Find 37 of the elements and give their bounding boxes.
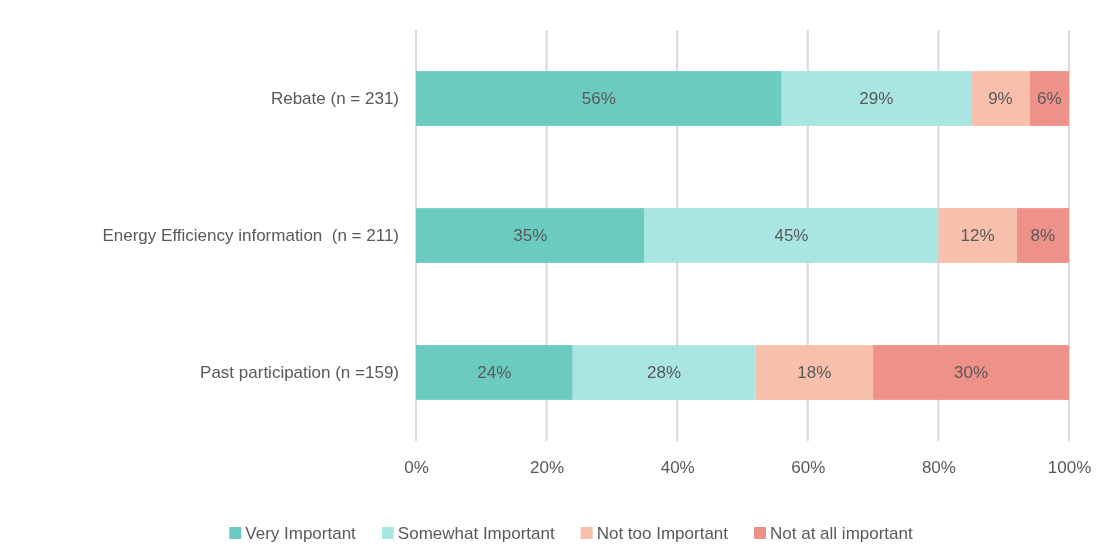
bar (873, 345, 1069, 400)
x-tick-label: 0% (404, 458, 429, 478)
legend-label: Not at all important (770, 523, 913, 543)
data-label: 8% (1030, 226, 1056, 245)
bar (1029, 71, 1069, 126)
bar (416, 345, 573, 400)
data-label: 29% (859, 89, 894, 108)
bar (755, 345, 874, 400)
data-label: 56% (581, 89, 616, 108)
data-label: 45% (774, 226, 809, 245)
y-tick-label: Past participation (n =159) (200, 362, 399, 382)
data-label: 12% (960, 226, 995, 245)
x-tick-label: 60% (791, 458, 826, 478)
bar (644, 208, 939, 263)
bar (416, 71, 782, 126)
data-label: 18% (797, 363, 832, 382)
x-tick-label: 40% (660, 458, 695, 478)
bar (416, 208, 645, 263)
legend-label: Somewhat Important (397, 523, 555, 543)
legend-label: Not too Important (596, 523, 729, 543)
data-label: 30% (954, 363, 989, 382)
x-tick-label: 100% (1047, 458, 1092, 478)
bar (781, 71, 972, 126)
bar (572, 345, 756, 400)
data-label: 24% (477, 363, 512, 382)
data-label: 9% (988, 89, 1013, 108)
y-tick-label: Rebate (n = 231) (270, 88, 399, 108)
bar (971, 71, 1030, 126)
y-tick-label: Energy Efficiency information (n = 211) (102, 225, 399, 245)
data-label: 6% (1037, 89, 1062, 108)
data-label: 35% (513, 226, 548, 245)
legend-label: Very Important (245, 523, 357, 543)
x-tick-label: 20% (530, 458, 565, 478)
data-label: 28% (647, 363, 682, 382)
x-tick-label: 80% (921, 458, 956, 478)
bar (1016, 208, 1069, 263)
bar (938, 208, 1017, 263)
